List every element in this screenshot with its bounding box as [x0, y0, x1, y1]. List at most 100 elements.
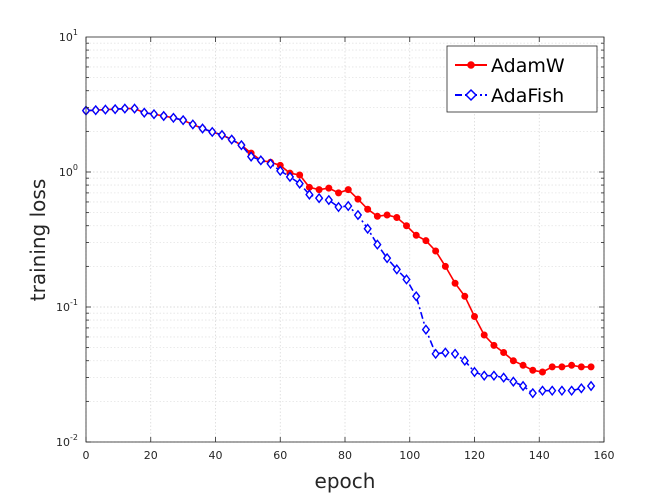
data-point-adafish [188, 119, 198, 130]
x-tick-label: 60 [273, 449, 287, 462]
data-point-adafish [353, 209, 363, 221]
data-point-adamw [509, 357, 517, 365]
data-point-adafish [538, 385, 547, 397]
legend-marker-adamw [467, 61, 475, 69]
data-point-adafish [227, 134, 236, 145]
y-tick-label: 10-1 [56, 298, 78, 314]
legend-marker-adafish [464, 88, 478, 102]
x-tick-label: 40 [209, 449, 223, 462]
x-tick-label: 0 [83, 449, 90, 462]
data-point-adamw [441, 262, 449, 270]
data-point-adafish [499, 372, 508, 383]
data-point-adafish [431, 348, 440, 360]
data-point-adafish [363, 223, 372, 235]
data-point-adafish [470, 366, 479, 378]
x-tick-label: 120 [464, 449, 485, 462]
data-point-adafish [586, 380, 596, 392]
data-point-adafish [208, 126, 217, 138]
x-tick-label: 160 [594, 449, 615, 462]
data-point-adamw [451, 279, 459, 287]
data-point-adafish [256, 155, 265, 166]
data-point-adafish [91, 104, 100, 116]
data-point-adafish [149, 108, 159, 120]
data-point-adamw [315, 186, 323, 194]
data-point-adafish [314, 192, 324, 204]
x-tick-label: 20 [144, 449, 158, 462]
data-point-adamw [403, 222, 411, 230]
data-point-adafish [509, 376, 518, 387]
data-point-adafish [557, 385, 567, 397]
data-point-adafish [130, 103, 139, 114]
data-point-adafish [548, 385, 557, 397]
data-point-adafish [382, 252, 392, 264]
data-point-adafish [373, 239, 382, 250]
data-point-adafish [412, 290, 421, 302]
data-point-adafish [295, 178, 304, 189]
data-point-adamw [558, 363, 566, 371]
data-point-adafish [217, 129, 227, 141]
data-point-adafish [577, 382, 586, 394]
data-point-adafish [489, 370, 499, 382]
data-point-adafish [285, 171, 295, 183]
data-point-adafish [159, 110, 168, 122]
data-point-adafish [120, 103, 130, 114]
data-point-adamw [568, 361, 576, 369]
tick-layer: 0 20 40 60 80 100 120 140 160 10-2 10-1 100 101 [56, 28, 614, 462]
data-point-adamw [412, 231, 420, 239]
data-point-adafish [450, 348, 460, 360]
legend-label-adamw: AdamW [491, 55, 565, 77]
data-point-adafish [480, 370, 489, 382]
data-point-adamw [325, 184, 333, 192]
data-point-adamw [480, 331, 488, 339]
data-point-adafish [198, 123, 207, 134]
data-point-adamw [577, 363, 585, 371]
data-point-adafish [392, 264, 401, 275]
series-layer [81, 103, 596, 399]
data-point-adamw [490, 341, 498, 349]
data-point-adamw [354, 195, 362, 203]
series-line-adafish [85, 107, 592, 395]
data-point-adamw [393, 214, 401, 222]
legend-box [446, 45, 598, 113]
data-point-adafish [567, 385, 576, 397]
data-point-adamw [383, 211, 391, 219]
data-point-adamw [548, 363, 556, 371]
data-point-adafish [441, 347, 450, 358]
data-point-adafish [140, 107, 149, 119]
data-point-adamw [587, 363, 595, 371]
data-point-adafish [402, 274, 411, 285]
data-point-adafish [460, 355, 469, 367]
data-point-adamw [471, 313, 478, 321]
data-point-adafish [246, 151, 256, 162]
data-point-adafish [324, 194, 333, 206]
x-tick-label: 80 [338, 449, 352, 462]
data-point-adafish [110, 103, 120, 115]
data-point-adamw [344, 186, 352, 194]
data-point-adafish [334, 201, 343, 213]
x-axis-title: epoch [315, 469, 376, 493]
x-tick-label: 140 [529, 449, 550, 462]
data-point-adamw [461, 292, 469, 300]
y-tick-label: 10-2 [56, 433, 78, 449]
data-point-adafish [169, 112, 178, 124]
data-point-adamw [422, 237, 430, 245]
data-point-adamw [500, 349, 508, 357]
data-point-adafish [421, 324, 431, 335]
y-tick-label: 100 [59, 163, 78, 179]
data-point-adamw [296, 171, 304, 179]
data-point-adafish [344, 200, 353, 212]
data-point-adafish [528, 387, 537, 399]
series-line-adamw [85, 107, 591, 373]
data-point-adafish [101, 104, 110, 115]
data-point-adamw [519, 361, 527, 369]
data-point-adamw [373, 212, 381, 220]
data-point-adafish [178, 114, 188, 126]
data-point-adafish [305, 189, 314, 200]
legend: AdamW AdaFish [446, 45, 598, 113]
data-point-adamw [432, 247, 440, 255]
legend-label-adafish: AdaFish [491, 85, 564, 107]
data-point-adamw [538, 368, 546, 376]
data-point-adafish [266, 158, 275, 170]
